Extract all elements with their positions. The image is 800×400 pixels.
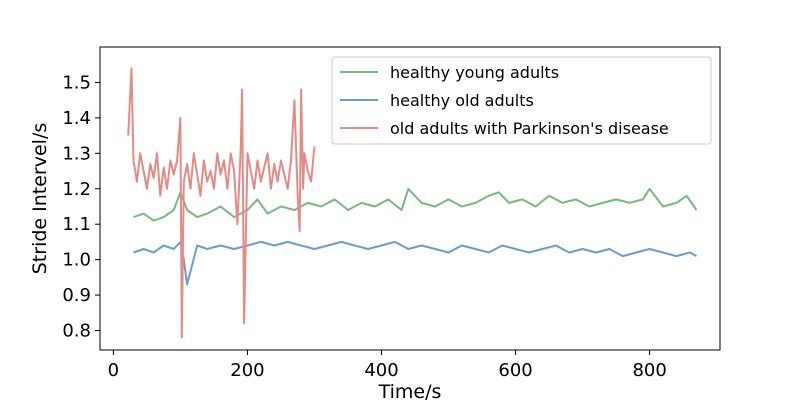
y-tick-label: 1.5 bbox=[62, 72, 91, 93]
legend-label-0: healthy young adults bbox=[390, 63, 559, 82]
series-group bbox=[127, 67, 698, 339]
x-tick-label: 400 bbox=[364, 360, 398, 381]
x-axis-label: Time/s bbox=[378, 381, 442, 400]
axes-frame bbox=[99, 46, 721, 351]
x-tick-label: 0 bbox=[108, 360, 119, 381]
y-tick-label: 1.2 bbox=[62, 179, 91, 200]
x-tick-label: 200 bbox=[230, 360, 264, 381]
y-tick-label: 1.1 bbox=[62, 214, 91, 235]
x-axis-ticks: 0 200 400 600 800 bbox=[108, 350, 667, 381]
series-line-1 bbox=[133, 240, 697, 286]
y-tick-label: 0.8 bbox=[62, 321, 91, 342]
series-line-0 bbox=[133, 187, 698, 222]
y-tick-label: 1.3 bbox=[62, 143, 91, 164]
y-tick-label: 1.0 bbox=[62, 250, 91, 271]
series-line-2 bbox=[127, 67, 316, 339]
legend: healthy young adults healthy old adults ol… bbox=[331, 56, 712, 145]
y-tick-label: 0.9 bbox=[62, 285, 91, 306]
legend-box bbox=[331, 56, 712, 145]
x-tick-label: 600 bbox=[498, 360, 532, 381]
legend-label-1: healthy old adults bbox=[390, 91, 534, 110]
y-axis-label: Stride Intervel/s bbox=[29, 123, 51, 275]
y-axis-ticks: 0.8 0.9 1.0 1.1 1.2 1.3 1.4 1.5 bbox=[62, 72, 100, 342]
x-tick-label: 800 bbox=[632, 360, 666, 381]
legend-label-2: old adults with Parkinson's disease bbox=[390, 119, 669, 138]
y-tick-label: 1.4 bbox=[62, 108, 91, 129]
